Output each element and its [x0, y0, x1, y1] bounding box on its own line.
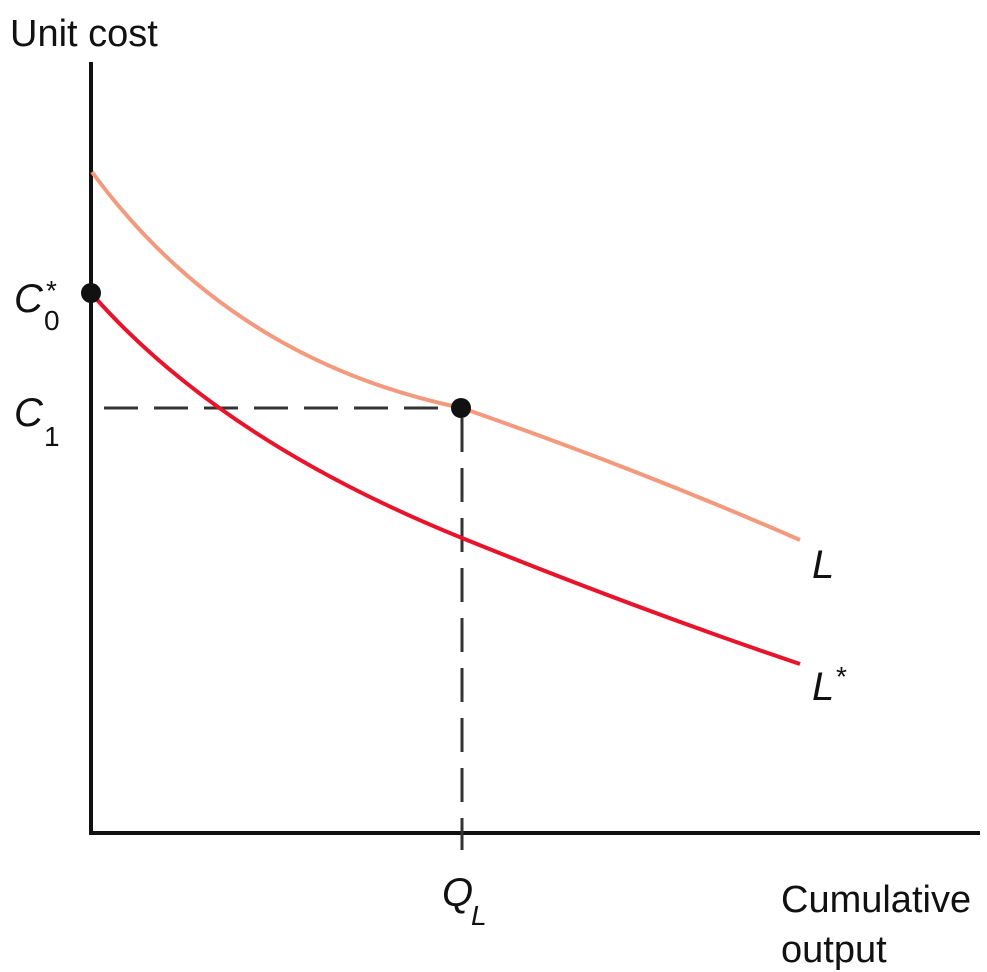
c0-star-letter: C	[14, 277, 44, 321]
point-ql-c1	[451, 398, 471, 418]
x-axis-label-line2: output	[781, 929, 887, 971]
c0-star-superscript: *	[46, 275, 57, 306]
point-c0-star	[81, 283, 101, 303]
c1-subscript: 1	[44, 421, 60, 452]
curve-l-star-superscript: *	[836, 661, 847, 692]
c1-letter: C	[14, 391, 44, 435]
ql-letter: Q	[442, 871, 473, 915]
x-axis-label-line1: Cumulative	[781, 879, 971, 921]
curve-l-star-label: L	[812, 665, 834, 709]
curve-l-star	[90, 292, 801, 666]
ql-subscript: L	[471, 900, 487, 931]
c0-star-subscript: 0	[44, 305, 60, 336]
y-axis-label: Unit cost	[10, 13, 158, 55]
curve-l-label: L	[812, 543, 834, 587]
curve-l	[90, 170, 801, 542]
